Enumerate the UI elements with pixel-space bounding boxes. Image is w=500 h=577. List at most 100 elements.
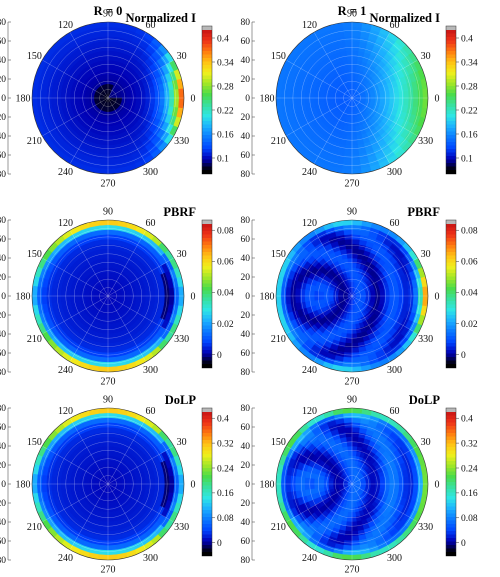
colorbar-step: [202, 290, 212, 295]
heatmap-cell: [159, 483, 166, 492]
colorbar-tick-label: 0.22: [217, 106, 234, 116]
colorbar-step: [202, 124, 212, 129]
heatmap-cell: [100, 426, 109, 433]
heatmap-cell: [98, 417, 109, 424]
heatmap-cell: [351, 22, 363, 28]
heatmap-cell: [394, 477, 400, 485]
colorbar-step: [202, 238, 212, 242]
colorbar-step: [202, 61, 212, 66]
azimuth-label: 60: [390, 20, 400, 31]
heatmap-cell: [100, 535, 109, 542]
heatmap-cell: [345, 338, 353, 344]
colorbar-step: [202, 422, 212, 427]
heatmap-cell: [50, 476, 57, 485]
heatmap-cell: [97, 366, 109, 372]
colorbar-step: [446, 224, 456, 228]
colorbar-step: [202, 499, 212, 504]
heatmap-cell: [351, 40, 360, 47]
colorbar-step: [202, 315, 212, 319]
heatmap-cell: [178, 87, 184, 99]
heatmap-cell: [361, 483, 367, 487]
grid-spoke: [107, 97, 174, 137]
colorbar-step: [446, 255, 456, 260]
heatmap-cell: [107, 356, 118, 363]
colorbar-step: [446, 339, 456, 344]
heatmap-cell: [370, 97, 377, 102]
colorbar-tick-label: 0.08: [217, 227, 234, 237]
colorbar-step: [202, 350, 212, 354]
heatmap-cell: [98, 356, 109, 363]
heatmap-cell: [345, 50, 353, 56]
heatmap-cell: [344, 243, 353, 250]
colorbar-step: [202, 152, 212, 157]
panel-4: 9060300330300270240210180150120806040200…: [241, 205, 478, 388]
panel-1: 9060300330300270240210180150120806040200…: [0, 9, 234, 190]
heatmap-cell: [107, 431, 116, 438]
colorbar-step: [202, 86, 212, 90]
heatmap-cell: [79, 479, 85, 485]
heatmap-cell: [403, 295, 410, 304]
heatmap-cell: [150, 97, 156, 105]
heatmap-cell: [107, 238, 116, 245]
heatmap-cell: [348, 116, 353, 123]
heatmap-cell: [60, 91, 66, 99]
zenith-tick-label: 80: [0, 404, 6, 414]
colorbar-step: [202, 489, 212, 493]
zenith-tick-label: 20: [241, 113, 251, 123]
colorbar-cap: [446, 220, 456, 224]
panel-title: PBRF: [163, 205, 196, 219]
colorbar-step: [446, 156, 456, 160]
colorbar-step: [202, 429, 212, 434]
heatmap-cell: [107, 530, 116, 537]
heatmap-cell: [347, 323, 353, 330]
colorbar-step: [202, 548, 212, 553]
colorbar-step: [446, 30, 456, 34]
colorbar-step: [446, 44, 456, 48]
grid-spoke: [42, 97, 109, 137]
colorbar-step: [202, 426, 212, 430]
heatmap-cell: [344, 40, 353, 47]
heatmap-cell: [103, 323, 109, 330]
azimuth-label: 270: [101, 565, 116, 576]
colorbar-tick-label: 0.4: [217, 34, 229, 44]
heatmap-cell: [345, 526, 353, 532]
colorbar-step: [202, 103, 212, 108]
colorbar-cap: [202, 220, 212, 224]
azimuth-label: 30: [177, 437, 187, 448]
heatmap-cell: [107, 342, 116, 349]
heatmap-cell: [154, 295, 161, 304]
colorbar-step: [202, 117, 212, 122]
heatmap-cell: [351, 248, 359, 254]
colorbar-step: [202, 259, 212, 263]
azimuth-label: 270: [345, 179, 360, 190]
heatmap-cell: [154, 90, 161, 99]
heatmap-cell: [50, 483, 57, 492]
heatmap-cell: [135, 295, 142, 301]
heatmap-cell: [351, 69, 357, 75]
heatmap-cell: [351, 431, 360, 438]
azimuth-label: 300: [143, 553, 158, 564]
heatmap-cell: [100, 347, 109, 354]
heatmap-cell: [98, 544, 109, 551]
colorbar-tick-label: 0.16: [217, 130, 234, 140]
heatmap-cell: [398, 295, 405, 304]
colorbar-floor: [202, 364, 212, 368]
heatmap-cell: [103, 511, 109, 518]
heatmap-cell: [285, 88, 292, 99]
colorbar-step: [446, 353, 456, 358]
colorbar-step: [202, 40, 212, 45]
colorbar-step: [202, 276, 212, 281]
heatmap-cell: [299, 90, 306, 99]
heatmap-cell: [375, 295, 381, 301]
heatmap-cell: [55, 483, 62, 492]
colorbar-step: [202, 159, 212, 164]
zenith-tick-label: 80: [0, 170, 6, 180]
colorbar-step: [202, 33, 212, 38]
colorbar-floor: [446, 170, 456, 174]
heatmap-cell: [107, 417, 118, 424]
colorbar-step: [202, 114, 212, 118]
colorbar-step: [202, 287, 212, 291]
grid-spoke: [286, 59, 353, 99]
heatmap-cell: [101, 436, 109, 442]
